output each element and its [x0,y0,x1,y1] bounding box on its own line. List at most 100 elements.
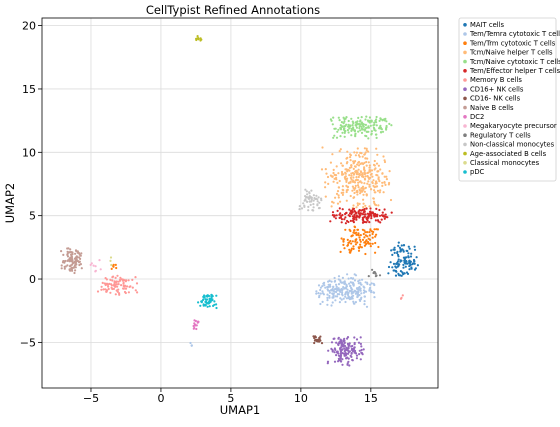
data-point [107,287,110,291]
data-point [120,278,123,281]
data-point [344,117,347,120]
data-point [365,147,368,150]
data-point [358,202,361,205]
data-point [373,121,376,124]
data-point [66,255,70,258]
data-point [367,180,370,183]
data-point [357,186,360,189]
data-point [367,125,370,128]
data-point [353,165,357,168]
data-point [357,161,360,164]
legend-label: pDC [470,168,485,176]
data-point [337,360,340,363]
data-point [334,174,338,177]
data-point [364,234,367,237]
data-point [365,115,368,118]
data-point [298,208,301,211]
data-point [64,259,67,263]
data-point [364,290,368,293]
data-point [360,296,363,299]
data-point [341,291,344,294]
data-point [400,296,403,299]
data-point [70,266,73,269]
data-point [337,343,340,346]
data-point [354,135,357,138]
data-point [318,201,321,204]
data-point [373,191,376,194]
data-point [119,276,122,279]
data-point [356,288,359,291]
data-point [377,164,380,167]
data-point [364,231,367,234]
data-point [308,200,311,203]
data-point [68,251,71,254]
data-point [74,266,77,269]
data-point [393,251,396,254]
data-point [319,288,322,292]
data-point [337,186,340,189]
data-point [354,292,357,295]
data-point [302,202,305,205]
data-point [363,147,366,150]
data-point [342,128,345,131]
data-point [375,115,378,119]
data-point [114,276,117,279]
legend-marker [463,78,467,82]
data-point [346,156,349,159]
legend-label: CD16+ NK cells [470,85,524,93]
legend-box [458,17,557,182]
data-point [364,128,367,131]
data-point [366,182,369,185]
data-point [347,125,351,128]
data-point [115,280,118,283]
data-point [210,294,213,297]
data-point [64,265,67,268]
data-point [370,211,373,215]
data-point [352,207,356,210]
data-point [340,298,343,301]
data-point [347,343,350,346]
data-point [396,251,399,255]
data-point [339,347,342,350]
data-point [357,282,360,285]
data-point [403,272,406,275]
data-point [356,184,360,187]
legend-marker [463,115,467,119]
data-point [352,284,355,287]
data-point [363,220,366,224]
data-point [405,249,408,252]
data-point [367,275,370,278]
data-point [366,231,369,234]
data-point [362,206,365,209]
data-point [373,270,376,274]
data-point [332,116,335,119]
data-point [90,262,93,265]
data-point [407,245,410,248]
data-point [308,191,311,194]
data-point [312,335,315,338]
data-point [343,125,346,128]
data-point [370,291,373,294]
data-point [351,240,354,243]
data-point [337,275,341,278]
series-9 [60,247,83,275]
data-point [300,207,304,210]
series-6 [96,274,404,300]
data-point [358,279,361,282]
y-tick-label: 20 [22,20,36,33]
data-point [196,320,200,323]
data-point [396,260,399,263]
data-point [365,160,368,164]
data-point [338,301,341,304]
data-point [203,294,206,297]
data-point [115,266,118,270]
data-point [365,221,368,224]
data-points [60,35,419,367]
data-point [347,131,350,134]
data-point [345,116,348,119]
data-point [413,248,417,251]
data-point [101,281,104,284]
data-point [321,146,324,149]
data-point [381,184,384,187]
data-point [379,221,382,224]
